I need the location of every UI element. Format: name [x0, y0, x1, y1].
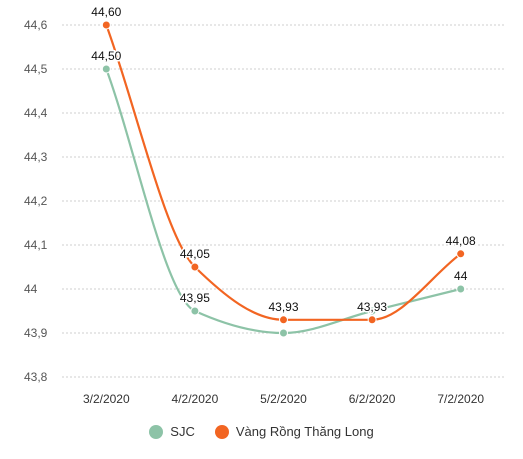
y-tick-label: 44,6	[24, 18, 48, 32]
data-label-sjc: 44	[454, 269, 468, 283]
data-point-sjc[interactable]	[279, 328, 288, 338]
legend-item-sjc[interactable]: SJC	[149, 424, 195, 439]
y-tick-label: 44,5	[24, 62, 48, 76]
data-point-sjc[interactable]	[456, 284, 466, 294]
y-tick-label: 44,4	[24, 106, 48, 120]
series-line-sjc	[105, 68, 461, 335]
y-tick-label: 43,8	[24, 370, 48, 384]
legend-item-vang-rong-thang-long[interactable]: Vàng Rồng Thăng Long	[214, 424, 374, 439]
y-tick-label: 44,2	[24, 194, 48, 208]
data-point-vang-rong-thang-long[interactable]	[367, 315, 377, 325]
data-point-vang-rong-thang-long[interactable]	[279, 315, 288, 325]
y-tick-label: 43,9	[24, 326, 48, 340]
data-point-sjc[interactable]	[190, 306, 200, 316]
legend-label-vang-rong-thang-long: Vàng Rồng Thăng Long	[235, 424, 374, 439]
data-point-vang-rong-thang-long[interactable]	[456, 249, 466, 259]
data-label-vang-rong-thang-long: 43,93	[268, 300, 298, 314]
y-tick-label: 44,3	[24, 150, 48, 164]
x-tick-label: 7/2/2020	[437, 392, 484, 406]
data-point-sjc[interactable]	[367, 306, 377, 316]
data-label-vang-rong-thang-long: 44,05	[180, 247, 210, 261]
x-axis: 3/2/2020 4/2/2020 5/2/2020 6/2/2020 7/2/2020	[83, 392, 484, 406]
y-axis: 43,8 43,9 44 44,1 44,2 44,3 44,4 44,5 44,6	[24, 18, 48, 384]
data-label-sjc: 44,50	[91, 49, 121, 63]
x-tick-label: 3/2/2020	[83, 392, 130, 406]
x-tick-label: 5/2/2020	[260, 392, 307, 406]
legend-label-sjc: SJC	[170, 424, 195, 439]
data-point-vang-rong-thang-long[interactable]	[190, 262, 200, 272]
data-label-vang-rong-thang-long: 44,60	[91, 5, 121, 19]
legend-marker-vang-rong-thang-long	[214, 424, 229, 439]
data-label-vang-rong-thang-long: 43,93	[357, 300, 387, 314]
legend-marker-sjc	[149, 424, 164, 439]
series-points	[101, 20, 466, 338]
data-label-sjc: 43,95	[180, 291, 210, 305]
y-tick-label: 44	[24, 282, 38, 296]
x-tick-label: 4/2/2020	[172, 392, 219, 406]
series-lines	[105, 24, 462, 335]
series-line-vang-rong-thang-long	[105, 24, 462, 321]
data-labels: 44,50 43,95 44 44,60 44,05 43,93 43,93 44,08	[90, 4, 478, 316]
grid-lines	[62, 24, 505, 378]
data-point-vang-rong-thang-long[interactable]	[101, 20, 111, 30]
y-tick-label: 44,1	[24, 238, 48, 252]
data-point-sjc[interactable]	[101, 64, 111, 74]
legend: SJC Vàng Rồng Thăng Long	[0, 424, 523, 439]
data-label-vang-rong-thang-long: 44,08	[446, 234, 476, 248]
x-tick-label: 6/2/2020	[349, 392, 396, 406]
